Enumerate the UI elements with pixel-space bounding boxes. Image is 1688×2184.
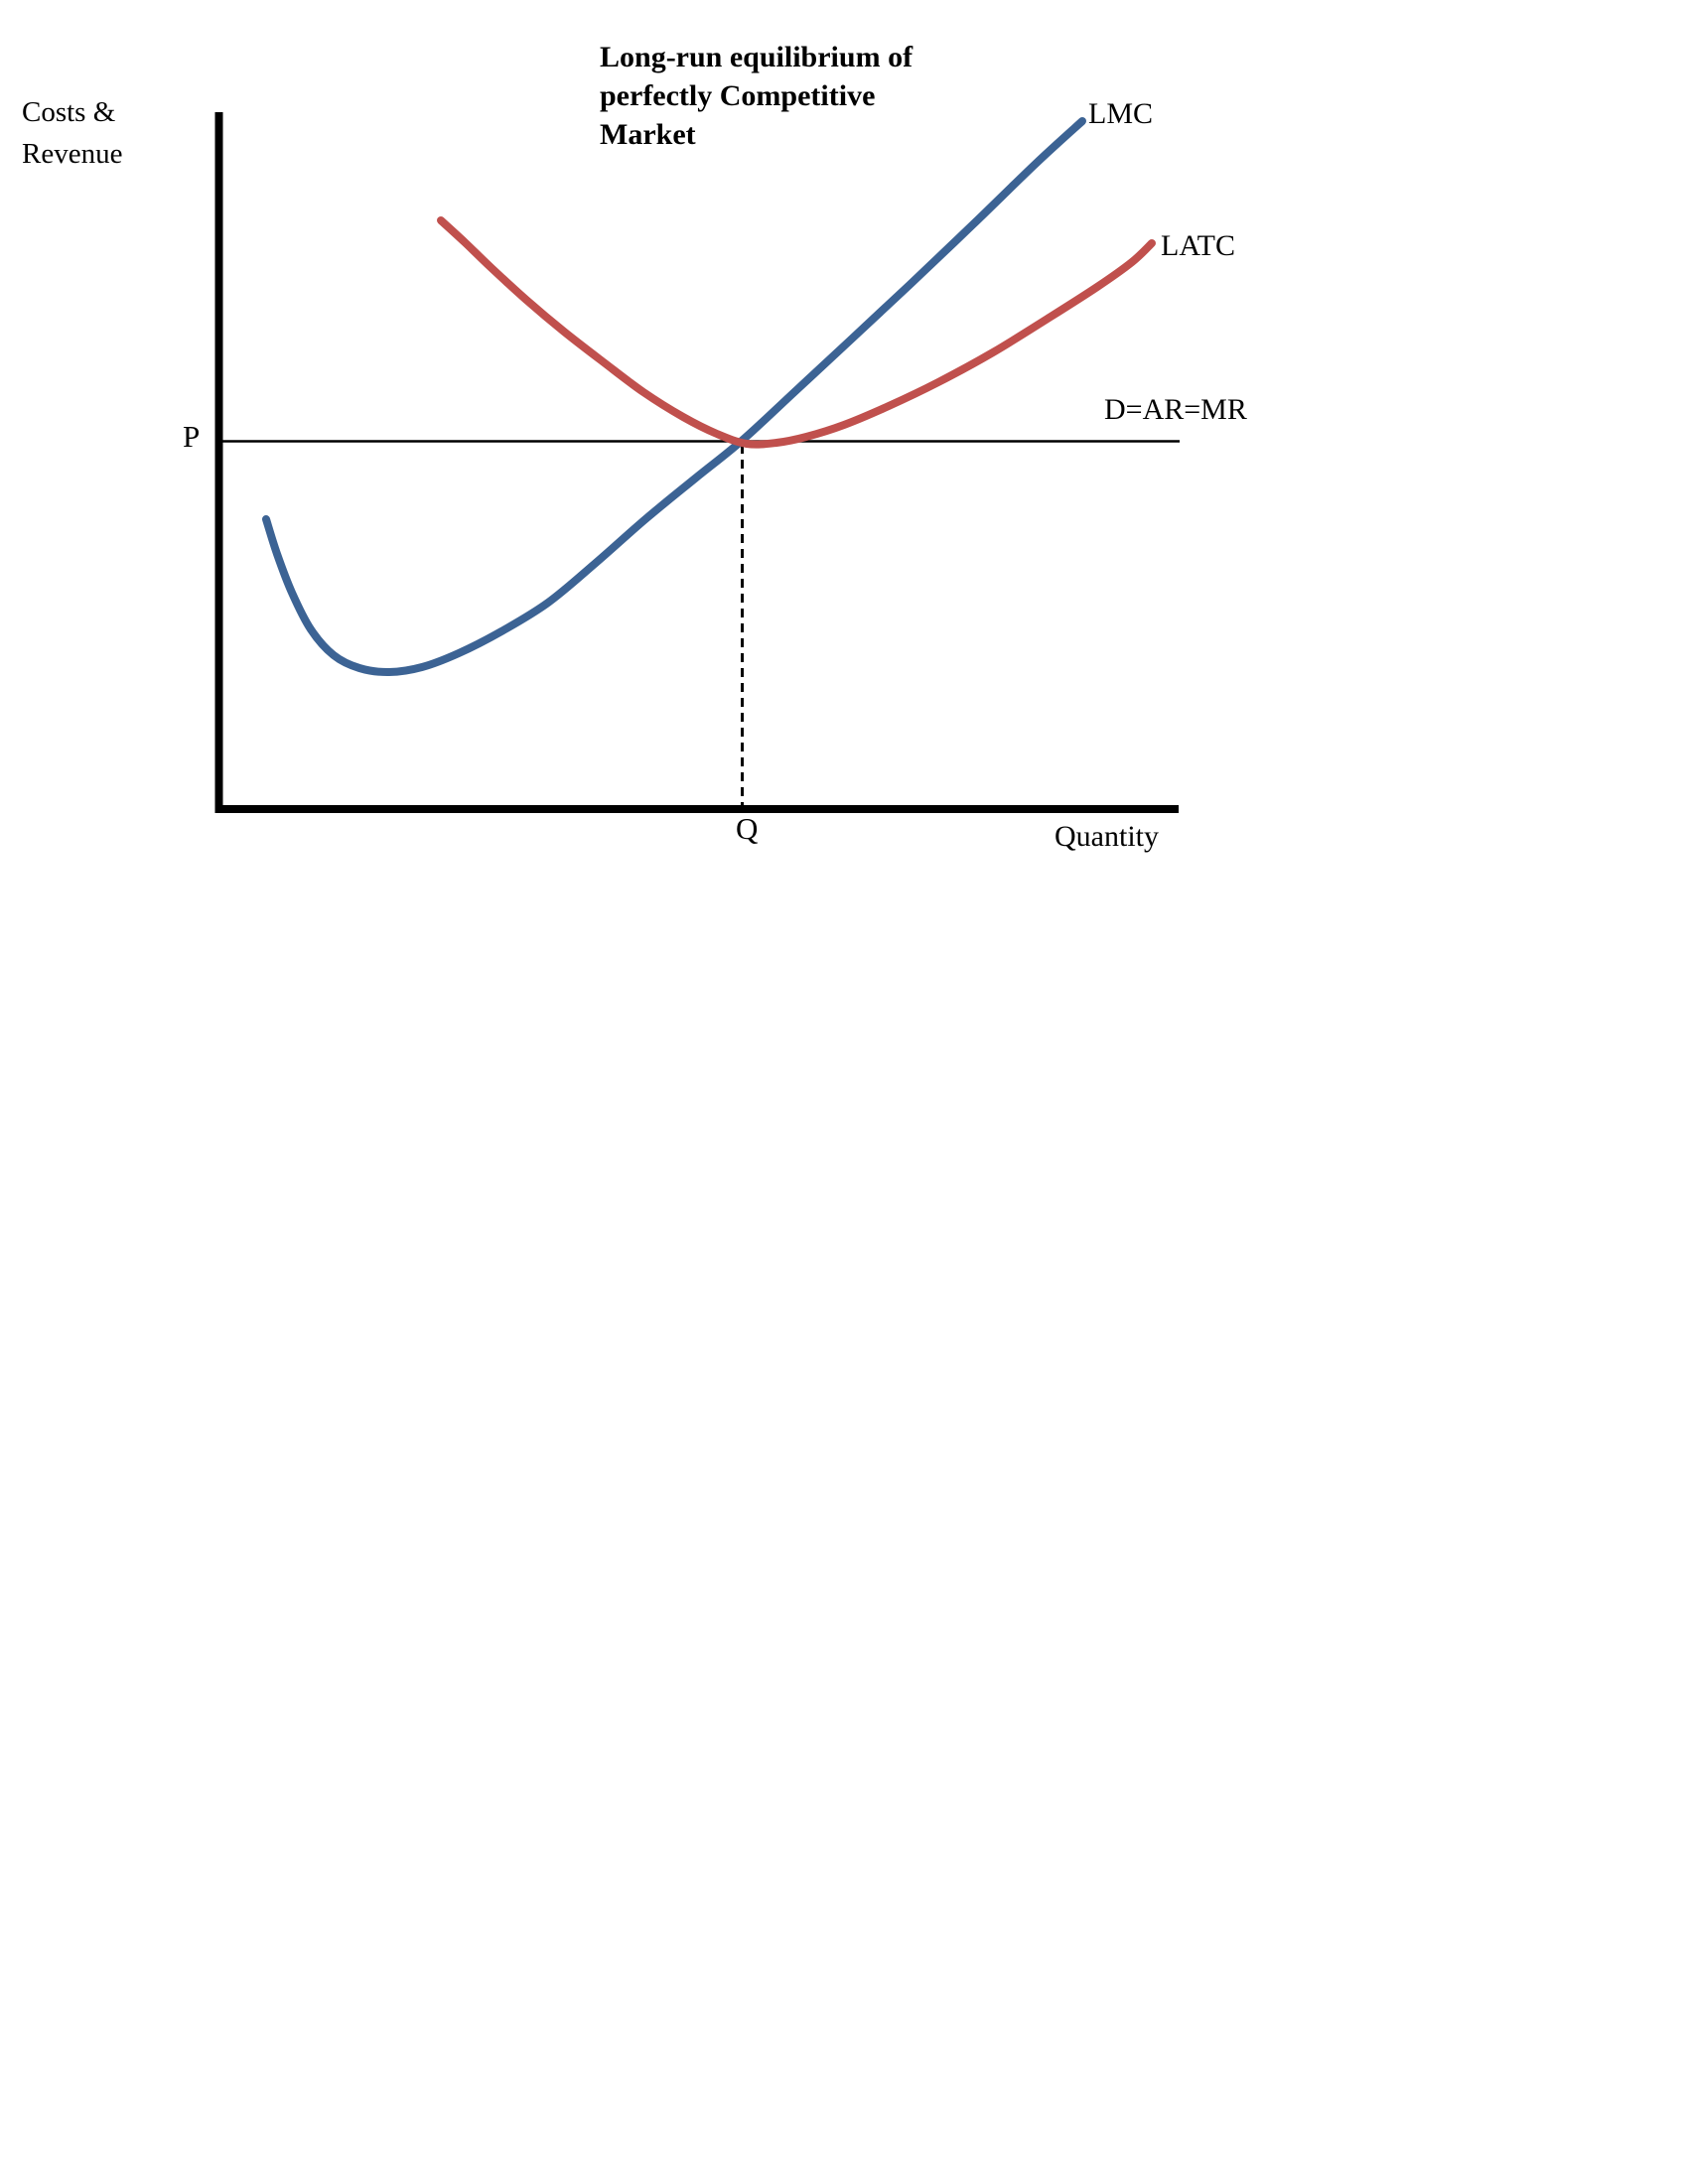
chart-title-line: Market [600, 118, 696, 151]
x-axis-label: Quantity [1055, 820, 1159, 853]
demand-line-label: D=AR=MR [1104, 393, 1247, 426]
chart-title-line: Long-run equilibrium of [600, 41, 914, 73]
latc-curve-label: LATC [1161, 229, 1235, 262]
chart-title: Long-run equilibrium of perfectly Compet… [600, 38, 913, 154]
quantity-tick-label: Q [736, 811, 759, 846]
y-axis-label-line: Costs & [22, 96, 116, 128]
lmc-curve [262, 117, 1086, 677]
y-axis-label-line: Revenue [22, 138, 123, 170]
chart-title-line: perfectly Competitive [600, 79, 876, 112]
lmc-curve-label: LMC [1088, 97, 1154, 130]
latc-curve [437, 216, 1156, 449]
y-axis-label: Costs & Revenue [22, 91, 122, 175]
price-label: P [183, 419, 201, 454]
